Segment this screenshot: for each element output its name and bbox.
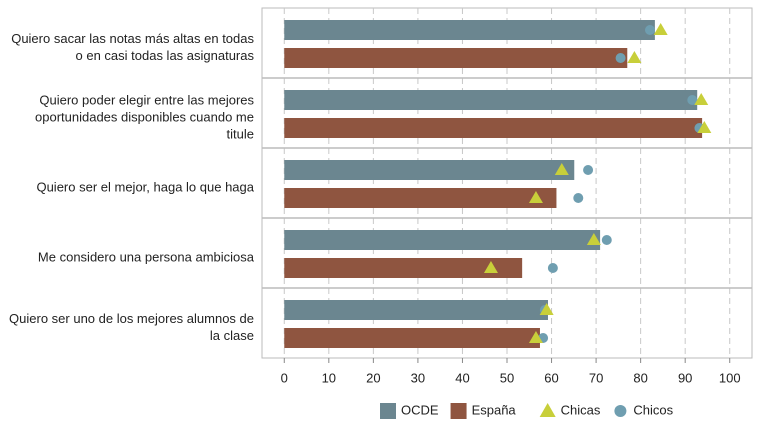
legend-label: Chicas: [561, 402, 601, 417]
x-tick-label: 40: [455, 370, 469, 385]
x-tick-label: 70: [589, 370, 603, 385]
marker-triangle: [653, 23, 668, 35]
marker-triangle: [586, 233, 601, 245]
legend-label: OCDE: [401, 402, 439, 417]
bar: [284, 258, 523, 278]
legend-swatch: [380, 403, 396, 419]
marker-circle: [615, 53, 626, 63]
bar: [284, 230, 601, 250]
marker-circle: [644, 25, 655, 35]
bar: [284, 48, 628, 68]
legend-swatch: [539, 403, 556, 417]
category-label: Me considero una persona ambiciosa: [37, 249, 254, 264]
category-label: Quiero poder elegir entre las mejores op…: [35, 92, 254, 141]
marker-triangle: [627, 51, 642, 63]
category-label: Quiero ser el mejor, haga lo que haga: [36, 179, 254, 194]
category-label: Quiero sacar las notas más altas en toda…: [11, 30, 254, 63]
x-tick-label: 20: [366, 370, 380, 385]
legend-swatch: [614, 405, 627, 417]
x-tick-label: 100: [719, 370, 741, 385]
marker-triangle: [539, 303, 554, 315]
legend-label: España: [472, 402, 517, 417]
x-tick-label: 80: [633, 370, 647, 385]
bar: [284, 300, 548, 320]
marker-triangle: [528, 191, 543, 203]
x-tick-label: 0: [281, 370, 288, 385]
x-tick-label: 10: [322, 370, 336, 385]
bar: [284, 20, 655, 40]
marker-triangle: [528, 331, 543, 343]
category-label: Quiero ser uno de los mejores alumnos de…: [9, 310, 254, 343]
bar: [284, 188, 557, 208]
bar: [284, 328, 540, 348]
legend-swatch: [450, 403, 467, 419]
marker-triangle: [554, 163, 569, 175]
bar: [284, 90, 698, 110]
marker-triangle: [697, 121, 712, 133]
x-tick-label: 30: [411, 370, 425, 385]
bar: [284, 160, 575, 180]
legend-label: Chicos: [633, 402, 673, 417]
x-tick-label: 90: [678, 370, 692, 385]
marker-circle: [601, 235, 612, 245]
marker-triangle: [694, 93, 709, 105]
marker-circle: [687, 95, 698, 105]
marker-circle: [583, 165, 594, 175]
bar: [284, 118, 703, 138]
marker-circle: [547, 263, 558, 273]
x-tick-label: 50: [500, 370, 514, 385]
x-tick-label: 60: [544, 370, 558, 385]
marker-triangle: [483, 261, 498, 273]
marker-circle: [573, 193, 584, 203]
